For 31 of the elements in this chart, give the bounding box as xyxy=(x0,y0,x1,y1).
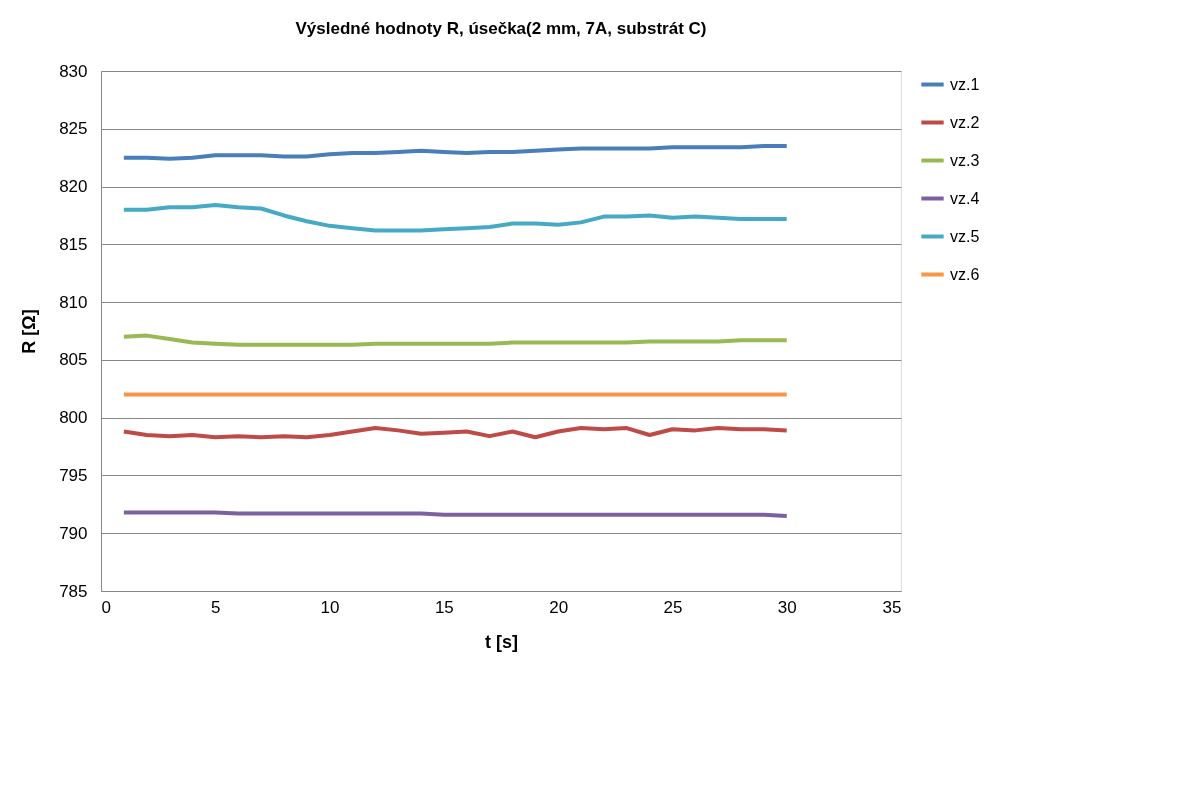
y-axis-title: R [Ω] xyxy=(19,309,40,354)
y-tick-label: 830 xyxy=(59,61,88,81)
chart-title: Výsledné hodnoty R, úsečka(2 mm, 7A, substrát C) xyxy=(295,19,707,38)
y-tick-label: 815 xyxy=(59,234,88,254)
legend-label: vz.6 xyxy=(950,265,980,283)
y-tick-label: 785 xyxy=(59,581,88,601)
y-tick-label: 790 xyxy=(59,523,88,543)
y-tick-label: 800 xyxy=(59,408,88,428)
x-tick-label: 15 xyxy=(434,597,454,617)
line-series xyxy=(121,333,789,347)
legend-label: vz.2 xyxy=(950,113,980,131)
x-tick-label: 0 xyxy=(101,597,111,617)
legend-label: vz.4 xyxy=(950,189,980,207)
y-tick-label: 795 xyxy=(59,465,88,485)
legend-label: vz.3 xyxy=(950,151,980,169)
line-series xyxy=(121,144,789,161)
legend-label: vz.5 xyxy=(950,227,980,245)
y-tick-label: 805 xyxy=(59,350,88,370)
line-series xyxy=(121,426,789,440)
y-tick-label: 825 xyxy=(59,119,88,139)
x-tick-label: 20 xyxy=(549,597,569,617)
x-tick-label: 5 xyxy=(211,597,221,617)
x-tick-label: 25 xyxy=(663,597,683,617)
y-tick-label: 820 xyxy=(59,177,88,197)
legend-label: vz.1 xyxy=(950,75,980,93)
y-tick-label: 810 xyxy=(59,292,88,312)
x-tick-label: 10 xyxy=(320,597,340,617)
x-axis-title: t [s] xyxy=(485,631,518,652)
x-tick-label: 35 xyxy=(882,597,902,617)
line-series xyxy=(121,203,789,233)
x-tick-label: 30 xyxy=(777,597,797,617)
